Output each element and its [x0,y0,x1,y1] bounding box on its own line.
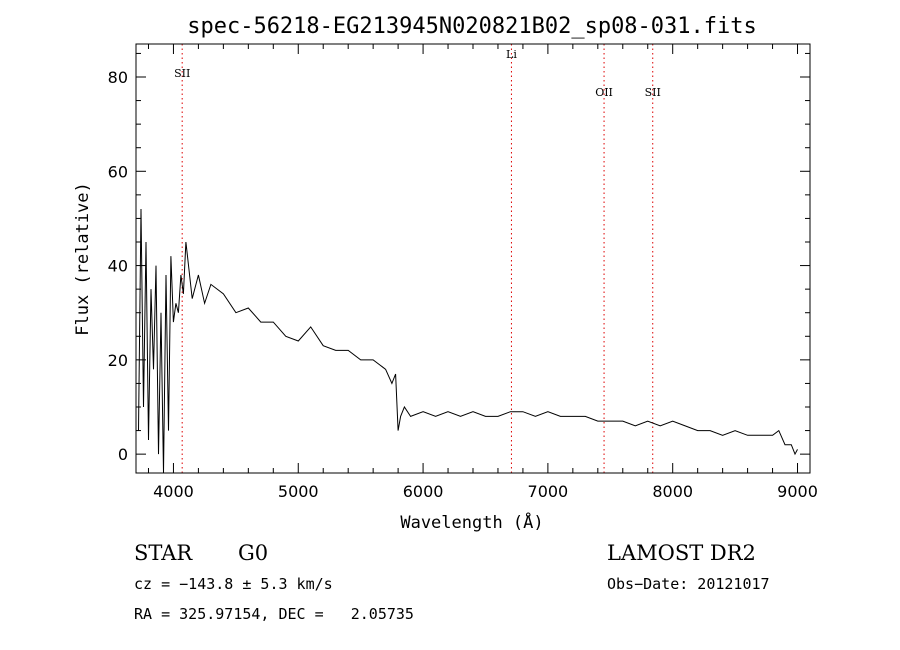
y-axis-label: Flux (relative) [73,182,93,336]
x-tick-label: 7000 [528,482,569,501]
coords-label: RA = 325.97154, DEC = 2.05735 [134,605,414,623]
line-marker-label: OII [595,86,613,99]
y-tick-label: 60 [108,162,128,181]
survey-label: LAMOST DR2 [607,541,756,565]
x-tick-label: 8000 [652,482,693,501]
object-class: STAR [134,541,193,565]
chart-title: spec-56218-EG213945N020821B02_sp08-031.f… [187,14,757,39]
x-tick-label: 5000 [278,482,319,501]
object-subclass: G0 [238,541,269,565]
y-tick-label: 20 [108,351,128,370]
y-tick-label: 40 [108,257,128,276]
x-tick-label: 6000 [403,482,444,501]
x-tick-label: 4000 [153,482,194,501]
x-axis-label: Wavelength (Å) [400,511,543,533]
obs-date-label: Obs−Date: 20121017 [607,575,770,593]
plot-area: SII Li OII SII 4000 5000 6000 7000 8000 9000 0 20 40… [108,43,818,501]
line-marker-label: SII [645,86,661,99]
y-tick-label: 0 [118,445,128,464]
line-marker-label: Li [506,48,517,61]
line-marker-label: SII [174,67,190,80]
x-tick-label: 9000 [777,482,818,501]
plot-frame [135,43,811,474]
spectrum-line [138,208,798,474]
cz-label: cz = −143.8 ± 5.3 km/s [134,575,333,593]
y-tick-label: 80 [108,68,128,87]
